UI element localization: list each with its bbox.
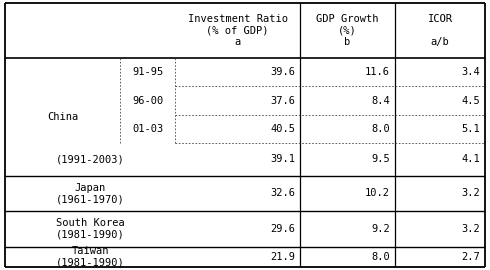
Text: (1991-2003): (1991-2003) xyxy=(56,154,124,164)
Text: 91-95: 91-95 xyxy=(132,67,163,77)
Text: 39.6: 39.6 xyxy=(270,67,295,77)
Text: 8.4: 8.4 xyxy=(371,96,390,106)
Text: 3.2: 3.2 xyxy=(462,224,480,234)
Text: 9.2: 9.2 xyxy=(371,224,390,234)
Text: 8.0: 8.0 xyxy=(371,124,390,134)
Text: Japan
(1961-1970): Japan (1961-1970) xyxy=(56,183,124,204)
Text: 10.2: 10.2 xyxy=(365,188,390,198)
Text: Taiwan
(1981-1990): Taiwan (1981-1990) xyxy=(56,246,124,268)
Text: 4.5: 4.5 xyxy=(462,96,480,106)
Text: Investment Ratio
(% of GDP)
a: Investment Ratio (% of GDP) a xyxy=(188,14,288,47)
Text: 21.9: 21.9 xyxy=(270,252,295,262)
Text: 4.1: 4.1 xyxy=(462,154,480,164)
Text: 11.6: 11.6 xyxy=(365,67,390,77)
Text: ICOR

a/b: ICOR a/b xyxy=(427,14,453,47)
Text: GDP Growth
(%)
b: GDP Growth (%) b xyxy=(316,14,379,47)
Text: 3.4: 3.4 xyxy=(462,67,480,77)
Text: 29.6: 29.6 xyxy=(270,224,295,234)
Text: 9.5: 9.5 xyxy=(371,154,390,164)
Text: 37.6: 37.6 xyxy=(270,96,295,106)
Text: 32.6: 32.6 xyxy=(270,188,295,198)
Text: 01-03: 01-03 xyxy=(132,124,163,134)
Text: South Korea
(1981-1990): South Korea (1981-1990) xyxy=(56,218,124,240)
Text: 39.1: 39.1 xyxy=(270,154,295,164)
Text: 5.1: 5.1 xyxy=(462,124,480,134)
Text: China: China xyxy=(47,112,78,122)
Text: 2.7: 2.7 xyxy=(462,252,480,262)
Text: 96-00: 96-00 xyxy=(132,96,163,106)
Text: 3.2: 3.2 xyxy=(462,188,480,198)
Text: 8.0: 8.0 xyxy=(371,252,390,262)
Text: 40.5: 40.5 xyxy=(270,124,295,134)
